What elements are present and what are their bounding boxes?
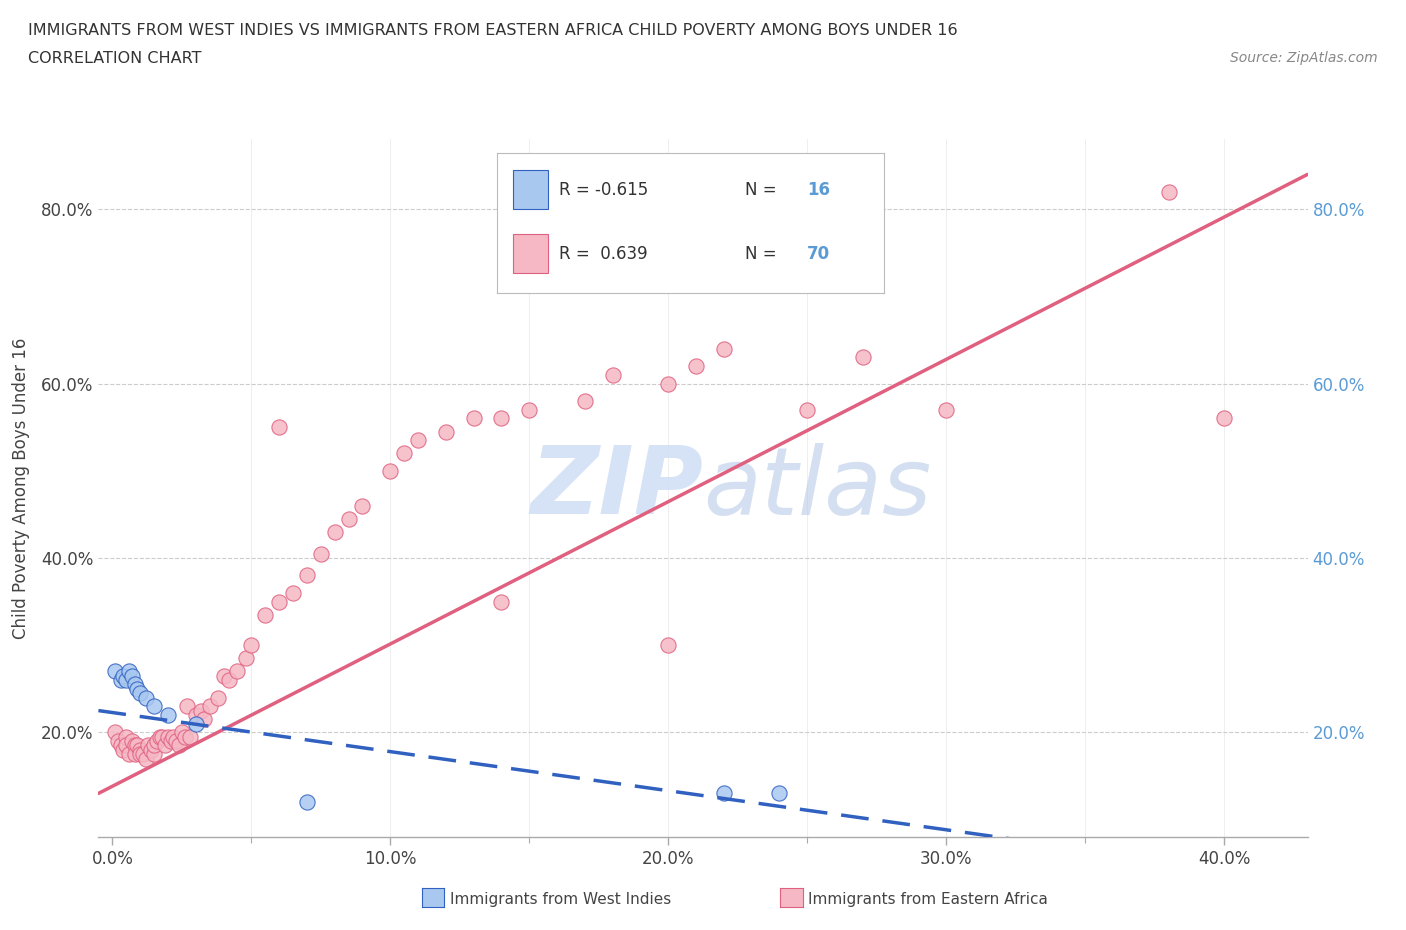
Point bbox=[110, 672, 132, 687]
Point bbox=[935, 403, 957, 418]
Point bbox=[121, 734, 143, 749]
Text: CORRELATION CHART: CORRELATION CHART bbox=[28, 51, 201, 66]
Point bbox=[240, 638, 263, 653]
Point bbox=[190, 703, 212, 718]
Point bbox=[148, 729, 170, 744]
Point bbox=[179, 729, 201, 744]
Point bbox=[110, 738, 132, 753]
Point bbox=[156, 729, 179, 744]
Point bbox=[657, 638, 679, 653]
Point bbox=[104, 725, 127, 740]
Point bbox=[170, 725, 193, 740]
Text: Immigrants from West Indies: Immigrants from West Indies bbox=[450, 892, 671, 907]
Point bbox=[132, 747, 155, 762]
Point bbox=[143, 698, 166, 713]
Point bbox=[380, 463, 402, 478]
Point bbox=[768, 786, 790, 801]
Point bbox=[176, 698, 198, 713]
Point bbox=[602, 367, 624, 382]
Point bbox=[796, 403, 818, 418]
Point bbox=[173, 729, 195, 744]
Point bbox=[118, 664, 141, 679]
Point bbox=[127, 682, 149, 697]
Point bbox=[129, 685, 152, 700]
Point bbox=[165, 734, 187, 749]
Point bbox=[167, 738, 190, 753]
Point bbox=[118, 747, 141, 762]
Point bbox=[392, 446, 415, 461]
Text: ZIP: ZIP bbox=[530, 443, 703, 534]
Point bbox=[207, 690, 229, 705]
Point bbox=[159, 734, 181, 749]
Point bbox=[226, 664, 249, 679]
Point bbox=[198, 698, 221, 713]
Point bbox=[352, 498, 374, 513]
Y-axis label: Child Poverty Among Boys Under 16: Child Poverty Among Boys Under 16 bbox=[11, 338, 30, 639]
Point bbox=[491, 594, 513, 609]
Point bbox=[463, 411, 485, 426]
Point bbox=[713, 341, 735, 356]
Point bbox=[115, 672, 138, 687]
Point bbox=[269, 419, 291, 434]
Point bbox=[657, 377, 679, 392]
Point bbox=[112, 742, 135, 757]
Point bbox=[309, 546, 332, 561]
Point bbox=[1213, 411, 1236, 426]
Text: IMMIGRANTS FROM WEST INDIES VS IMMIGRANTS FROM EASTERN AFRICA CHILD POVERTY AMON: IMMIGRANTS FROM WEST INDIES VS IMMIGRANT… bbox=[28, 23, 957, 38]
Point bbox=[143, 747, 166, 762]
Point bbox=[115, 738, 138, 753]
Point bbox=[254, 607, 277, 622]
Point bbox=[281, 586, 304, 601]
Point bbox=[143, 738, 166, 753]
Point bbox=[107, 734, 129, 749]
Point bbox=[713, 786, 735, 801]
Point bbox=[138, 738, 160, 753]
Point bbox=[112, 669, 135, 684]
Text: Immigrants from Eastern Africa: Immigrants from Eastern Africa bbox=[808, 892, 1049, 907]
Point bbox=[129, 742, 152, 757]
Point bbox=[124, 738, 146, 753]
Point bbox=[323, 525, 346, 539]
Point bbox=[269, 594, 291, 609]
Point bbox=[1157, 184, 1180, 199]
Text: atlas: atlas bbox=[703, 443, 931, 534]
Point bbox=[295, 568, 318, 583]
Point bbox=[295, 794, 318, 809]
Point bbox=[124, 747, 146, 762]
Point bbox=[574, 393, 596, 408]
Point bbox=[150, 729, 173, 744]
Point bbox=[115, 729, 138, 744]
Point bbox=[162, 729, 184, 744]
Point bbox=[184, 708, 207, 723]
Point bbox=[141, 742, 163, 757]
Point bbox=[491, 411, 513, 426]
Point bbox=[156, 708, 179, 723]
Point bbox=[129, 747, 152, 762]
Point bbox=[146, 734, 169, 749]
Point bbox=[406, 432, 429, 447]
Point bbox=[124, 677, 146, 692]
Point bbox=[685, 359, 707, 374]
Point bbox=[337, 512, 360, 526]
Point bbox=[135, 690, 157, 705]
Point bbox=[193, 711, 215, 726]
Point bbox=[218, 672, 240, 687]
Point bbox=[121, 669, 143, 684]
Point bbox=[153, 738, 176, 753]
Text: Source: ZipAtlas.com: Source: ZipAtlas.com bbox=[1230, 51, 1378, 65]
Point bbox=[127, 738, 149, 753]
Point bbox=[517, 403, 540, 418]
Point bbox=[184, 716, 207, 731]
Point bbox=[852, 350, 875, 365]
Point bbox=[212, 669, 235, 684]
Point bbox=[235, 651, 257, 666]
Point bbox=[104, 664, 127, 679]
Point bbox=[135, 751, 157, 766]
Point bbox=[434, 424, 457, 439]
